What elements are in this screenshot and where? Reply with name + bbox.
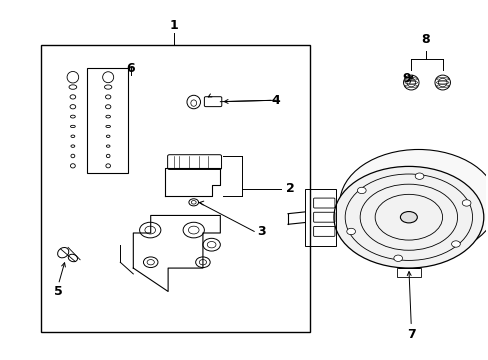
Text: 7: 7 <box>406 328 415 341</box>
Text: 1: 1 <box>170 19 179 32</box>
Circle shape <box>461 200 470 206</box>
Text: 5: 5 <box>54 285 62 298</box>
Text: 6: 6 <box>126 62 135 75</box>
Ellipse shape <box>339 149 488 257</box>
Bar <box>87 68 128 173</box>
Text: 3: 3 <box>257 225 265 238</box>
Ellipse shape <box>333 166 483 268</box>
Bar <box>396 268 420 277</box>
Circle shape <box>450 241 459 247</box>
Text: 4: 4 <box>271 94 280 107</box>
Circle shape <box>393 255 402 261</box>
Bar <box>41 45 309 332</box>
Text: 8: 8 <box>421 33 429 46</box>
Bar <box>305 189 336 246</box>
Circle shape <box>414 173 423 179</box>
Circle shape <box>346 228 355 235</box>
Text: 9: 9 <box>401 72 410 85</box>
Ellipse shape <box>400 212 416 223</box>
Text: 2: 2 <box>285 183 294 195</box>
Circle shape <box>357 187 366 194</box>
